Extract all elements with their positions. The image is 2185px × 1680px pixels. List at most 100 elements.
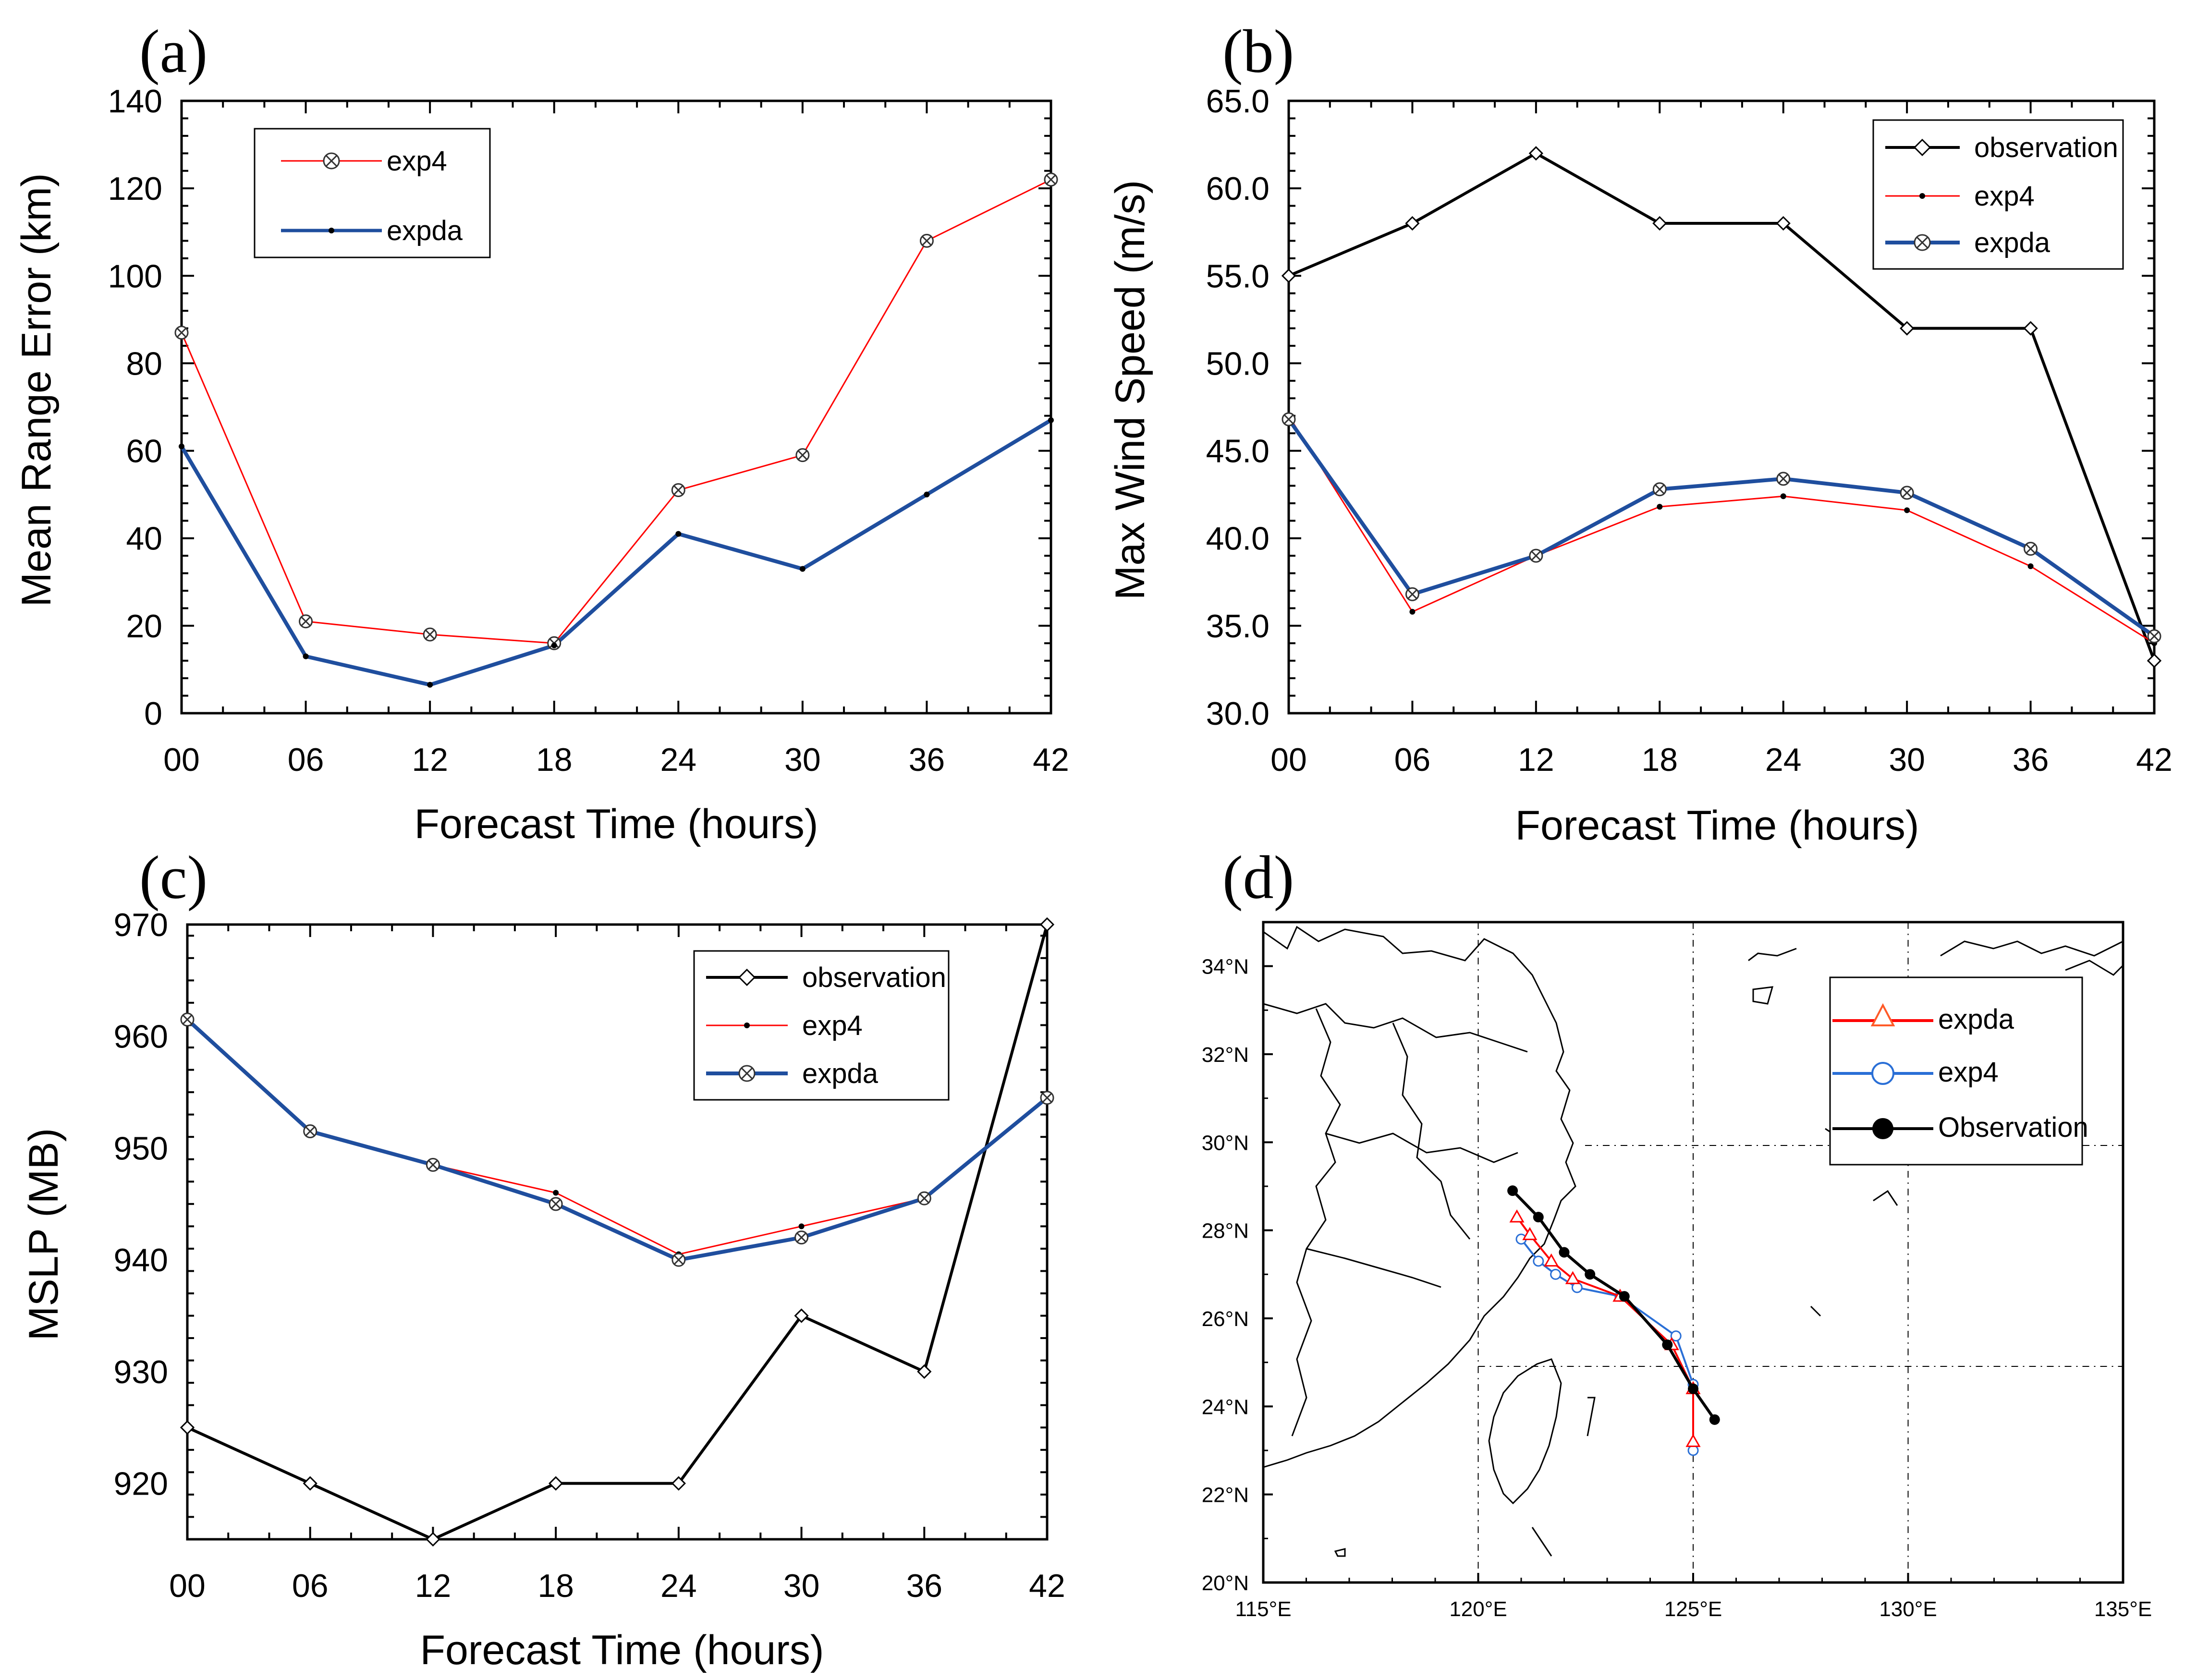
track-point-Observation xyxy=(1688,1383,1698,1394)
data-point-expda-a xyxy=(675,531,682,537)
data-point-exp4-a xyxy=(423,627,437,642)
x-tick-label-b: 06 xyxy=(1394,742,1431,778)
legend-marker-expda-b xyxy=(1914,234,1931,251)
legend-entry-exp4-b: exp4 xyxy=(1885,181,2035,212)
track-point-exp4 xyxy=(1670,1330,1682,1342)
series-line-expda-a xyxy=(180,418,1052,687)
panel-d-track-map: (d) xyxy=(1202,843,2152,1621)
data-point-expda-c xyxy=(303,1124,317,1139)
data-point-expda-b xyxy=(1405,587,1419,601)
x-tick-label-c: 00 xyxy=(169,1568,206,1604)
data-point-expda-b xyxy=(1529,548,1543,563)
x-tick-label-a: 18 xyxy=(536,742,573,778)
data-point-observation-b xyxy=(1652,216,1667,231)
legend-marker-observation-c xyxy=(738,968,756,986)
legend-label-observation-b: observation xyxy=(1974,132,2118,163)
lat-tick-label: 24°N xyxy=(1202,1395,1249,1419)
track-line-Observation xyxy=(1511,1190,1716,1421)
y-tick-label-c: 930 xyxy=(114,1354,168,1390)
legend-entry-exp4-c: exp4 xyxy=(706,1010,863,1041)
panel-a-mean-range-error: (a) 00 06 12 18 24 30 36 42 0 20 40 60 80 100 120 140 F… xyxy=(13,17,1069,847)
data-point-exp4-b xyxy=(1904,507,1910,513)
lon-tick-label: 125°E xyxy=(1664,1597,1722,1621)
data-point-observation-c xyxy=(549,1476,563,1491)
panel-label-d: (d) xyxy=(1222,843,1294,912)
legend-marker-observation-b xyxy=(1913,138,1931,157)
data-point-exp4-b xyxy=(1657,504,1663,510)
data-point-expda-c xyxy=(917,1191,931,1205)
x-tick-label-c: 12 xyxy=(415,1568,452,1604)
legend-label-exp4-c: exp4 xyxy=(802,1010,863,1041)
data-point-observation-c xyxy=(917,1364,932,1379)
series-line-expda-c xyxy=(186,1018,1049,1262)
legend-label-expda-d: expda xyxy=(1938,1004,2014,1035)
data-point-observation-c xyxy=(303,1476,317,1491)
data-point-observation-b xyxy=(1528,146,1543,161)
x-tick-label-b: 42 xyxy=(2136,742,2173,778)
y-axis-title-c: MSLP (MB) xyxy=(21,1128,67,1341)
data-point-observation-b xyxy=(2147,653,2162,668)
legend-label-expda-c: expda xyxy=(802,1058,879,1089)
data-point-exp4-c xyxy=(798,1223,805,1230)
legend-label-observation-d: Observation xyxy=(1938,1112,2088,1143)
y-tick-label-b: 35.0 xyxy=(1206,608,1269,645)
track-point-exp4 xyxy=(1571,1282,1583,1293)
data-point-exp4-a xyxy=(671,483,685,498)
track-point-expda xyxy=(1565,1271,1580,1284)
map-ticks: 115°E 120°E 125°E 130°E 135°E 20°N 22°N 24°N 26°… xyxy=(1202,921,2152,1621)
legend-entry-expda-b: expda xyxy=(1885,227,2051,258)
data-point-expda-a xyxy=(551,642,557,648)
plot-area-a: 00 06 12 18 24 30 36 42 0 20 40 60 80 100 120 140 xyxy=(108,83,1069,778)
data-point-observation-c xyxy=(426,1532,440,1547)
legend-box-a xyxy=(254,128,491,258)
data-point-observation-b xyxy=(1281,268,1296,283)
data-point-expda-a xyxy=(427,682,433,688)
legend-marker-exp4-a xyxy=(323,152,340,170)
data-point-expda-c xyxy=(794,1230,809,1245)
x-tick-label-a: 00 xyxy=(163,742,200,778)
series-line-observation-c xyxy=(186,924,1049,1541)
y-axis-title-b: Max Wind Speed (m/s) xyxy=(1107,180,1153,600)
plot-frame-a xyxy=(180,99,1052,715)
x-tick-label-a: 24 xyxy=(660,742,696,778)
legend-d: expda exp4 Observation xyxy=(1829,976,2088,1166)
x-tick-label-c: 18 xyxy=(537,1568,574,1604)
data-point-expda-c xyxy=(180,1012,195,1027)
x-tick-label-a: 42 xyxy=(1033,742,1069,778)
data-point-expda-c xyxy=(671,1253,686,1267)
panel-b-max-wind-speed: (b) 00 06 12 18 24 30 36 42 30.0 35.0 40.0 45.0 50.0… xyxy=(1107,17,2173,849)
y-tick-label-a: 140 xyxy=(108,83,162,120)
lon-tick-label: 130°E xyxy=(1879,1597,1937,1621)
legend-label-expda-a: expda xyxy=(387,215,463,246)
legend-box-b xyxy=(1872,119,2124,270)
y-tick-label-a: 0 xyxy=(144,695,162,732)
legend-a: exp4 expda xyxy=(254,128,491,258)
legend-marker-observation-d xyxy=(1872,1118,1893,1139)
data-point-expda-b xyxy=(1282,412,1296,426)
track-point-Observation xyxy=(1662,1339,1673,1350)
data-point-exp4-a xyxy=(547,636,562,650)
map-tracks xyxy=(1507,1185,1720,1456)
series-line-exp4-a xyxy=(181,179,1051,644)
track-point-exp4 xyxy=(1550,1268,1562,1280)
y-axis-title-a: Mean Range Error (km) xyxy=(13,173,60,607)
legend-label-expda-b: expda xyxy=(1974,227,2051,258)
legend-entry-observation-c: observation xyxy=(706,962,946,993)
x-tick-label-c: 36 xyxy=(906,1568,942,1604)
data-point-expda-a xyxy=(924,491,930,498)
data-point-exp4-a xyxy=(919,233,934,248)
y-tick-label-c: 970 xyxy=(114,907,168,943)
legend-marker-expda-d xyxy=(1870,1003,1895,1026)
lat-tick-label: 32°N xyxy=(1202,1043,1249,1067)
data-point-exp4-a xyxy=(299,614,313,629)
data-point-expda-c xyxy=(426,1157,440,1172)
track-point-expda xyxy=(1522,1227,1538,1241)
lat-tick-label: 34°N xyxy=(1202,955,1249,979)
lat-tick-label: 26°N xyxy=(1202,1307,1249,1331)
y-tick-label-a: 100 xyxy=(108,258,162,294)
panel-label-c: (c) xyxy=(139,843,208,912)
y-tick-label-a: 20 xyxy=(126,608,162,645)
legend-marker-expda-a xyxy=(329,228,334,233)
data-point-expda-a xyxy=(179,443,184,450)
y-tick-label-c: 920 xyxy=(114,1466,168,1502)
